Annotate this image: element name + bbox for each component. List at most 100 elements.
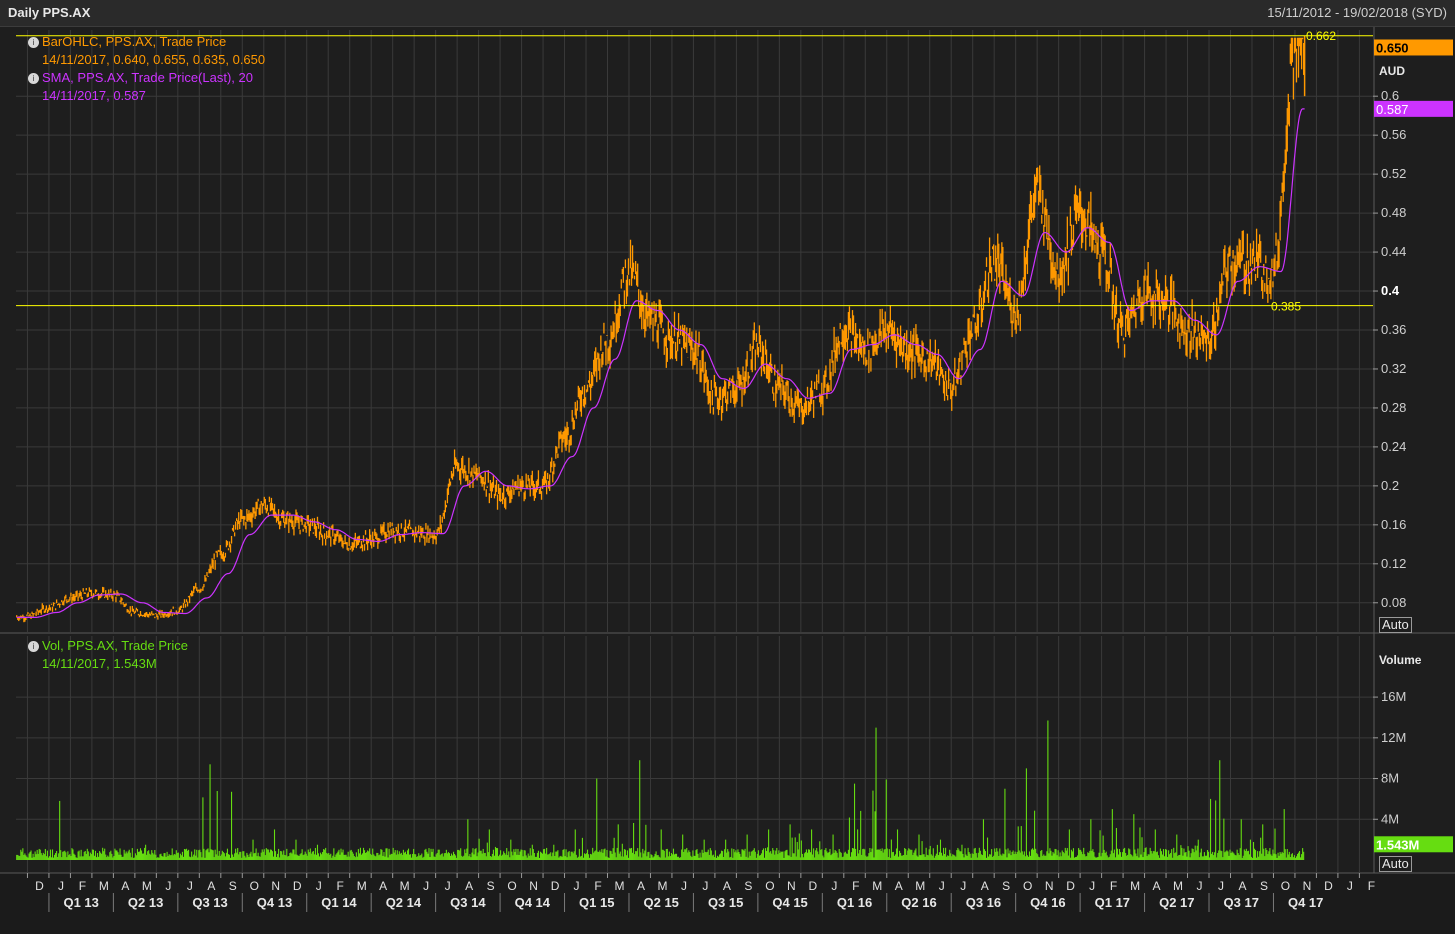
- month-label: O: [765, 879, 774, 893]
- month-label: M: [142, 879, 152, 893]
- y-tick-label: 0.48: [1381, 205, 1406, 220]
- month-label: A: [379, 879, 387, 893]
- sma-legend-values: 14/11/2017, 0.587: [42, 88, 146, 103]
- month-label: S: [487, 879, 495, 893]
- month-label: S: [744, 879, 752, 893]
- month-label: M: [1173, 879, 1183, 893]
- month-label: A: [895, 879, 903, 893]
- quarter-label: Q1 13: [63, 895, 98, 910]
- month-label: J: [58, 879, 64, 893]
- month-label: M: [400, 879, 410, 893]
- month-label: D: [551, 879, 560, 893]
- volume-tick-label: 4M: [1381, 811, 1399, 826]
- quarter-label: Q4 14: [515, 895, 551, 910]
- month-label: D: [1324, 879, 1333, 893]
- quarter-label: Q4 15: [772, 895, 807, 910]
- month-label: F: [337, 879, 344, 893]
- quarter-label: Q1 15: [579, 895, 614, 910]
- y-tick-label: 0.24: [1381, 439, 1406, 454]
- month-label: M: [99, 879, 109, 893]
- month-label: J: [423, 879, 429, 893]
- y-tick-label: 0.28: [1381, 400, 1406, 415]
- quarter-label: Q2 13: [128, 895, 163, 910]
- y-tick-label: 0.32: [1381, 361, 1406, 376]
- y-tick-label: 0.44: [1381, 244, 1406, 259]
- horizontal-lines: 0.662 0.385: [16, 29, 1373, 314]
- month-label: A: [1238, 879, 1246, 893]
- month-label: J: [960, 879, 966, 893]
- axes: AUD 0.08 0.12 0.16 0.2 0.24 0.28 0.32 0.36 0.4 0.4…: [26, 39, 1453, 912]
- month-label: A: [981, 879, 989, 893]
- volume-bars: [16, 720, 1305, 860]
- month-label: J: [1218, 879, 1224, 893]
- y-tick-label: 0.4: [1381, 283, 1400, 298]
- month-label: N: [787, 879, 796, 893]
- info-icon[interactable]: i: [28, 37, 39, 49]
- last-value-tag: [1374, 39, 1453, 56]
- quarter-label: Q4 13: [257, 895, 292, 910]
- price-auto-scale-button[interactable]: Auto: [1379, 617, 1412, 633]
- volume-auto-scale-button[interactable]: Auto: [1379, 856, 1412, 872]
- month-label: F: [852, 879, 859, 893]
- volume-tick-label: 12M: [1381, 730, 1406, 745]
- y-tick-label: 0.2: [1381, 478, 1399, 493]
- month-label: D: [293, 879, 302, 893]
- month-label: O: [250, 879, 259, 893]
- month-label: A: [1153, 879, 1161, 893]
- month-label: J: [939, 879, 945, 893]
- month-label: N: [529, 879, 538, 893]
- vol-legend-values: 14/11/2017, 1.543M: [42, 656, 157, 671]
- volume-tick-label: 16M: [1381, 689, 1406, 704]
- quarter-label: Q3 13: [192, 895, 227, 910]
- quarter-label: Q4 16: [1030, 895, 1065, 910]
- month-label: O: [507, 879, 516, 893]
- y-tick-label: 0.12: [1381, 556, 1406, 571]
- y-tick-label: 0.56: [1381, 127, 1406, 142]
- month-label: F: [1110, 879, 1117, 893]
- quarter-label: Q2 14: [386, 895, 422, 910]
- last-value-tag: [1374, 836, 1453, 853]
- reference-line-label: 0.385: [1271, 300, 1301, 314]
- month-label: A: [121, 879, 129, 893]
- month-label: J: [316, 879, 322, 893]
- reference-line-label: 0.662: [1306, 29, 1336, 43]
- month-label: M: [614, 879, 624, 893]
- price-legend: i BarOHLC, PPS.AX, Trade Price 14/11/2017…: [28, 33, 265, 105]
- volume-tick-label: 8M: [1381, 771, 1399, 786]
- quarter-label: Q1 16: [837, 895, 872, 910]
- quarter-label: Q2 17: [1159, 895, 1194, 910]
- month-label: S: [229, 879, 237, 893]
- month-label: D: [35, 879, 44, 893]
- plot-background: [0, 27, 1455, 934]
- y-tick-label: 0.16: [1381, 517, 1406, 532]
- bar-legend-name[interactable]: BarOHLC, PPS.AX, Trade Price: [42, 34, 227, 49]
- month-label: S: [1260, 879, 1268, 893]
- month-label: J: [165, 879, 171, 893]
- month-label: M: [357, 879, 367, 893]
- month-label: M: [657, 879, 667, 893]
- sma-line: [16, 108, 1305, 618]
- month-label: A: [207, 879, 215, 893]
- vol-legend-name[interactable]: Vol, PPS.AX, Trade Price: [42, 638, 188, 653]
- month-label: A: [465, 879, 473, 893]
- month-label: A: [723, 879, 731, 893]
- quarter-label: Q1 17: [1095, 895, 1130, 910]
- month-label: J: [445, 879, 451, 893]
- month-label: M: [872, 879, 882, 893]
- info-icon[interactable]: i: [28, 73, 39, 85]
- y-axis-title: AUD: [1379, 64, 1405, 78]
- month-label: M: [915, 879, 925, 893]
- month-label: J: [1347, 879, 1353, 893]
- month-label: N: [1303, 879, 1312, 893]
- quarter-label: Q3 15: [708, 895, 743, 910]
- month-label: J: [1197, 879, 1203, 893]
- month-label: J: [681, 879, 687, 893]
- month-label: F: [1368, 879, 1375, 893]
- volume-legend: i Vol, PPS.AX, Trade Price 14/11/2017, 1.…: [28, 637, 188, 673]
- month-label: D: [809, 879, 818, 893]
- sma-legend-name[interactable]: SMA, PPS.AX, Trade Price(Last), 20: [42, 70, 253, 85]
- info-icon[interactable]: i: [28, 641, 39, 653]
- last-value-label: 1.543M: [1376, 837, 1419, 852]
- quarter-label: Q3 16: [966, 895, 1001, 910]
